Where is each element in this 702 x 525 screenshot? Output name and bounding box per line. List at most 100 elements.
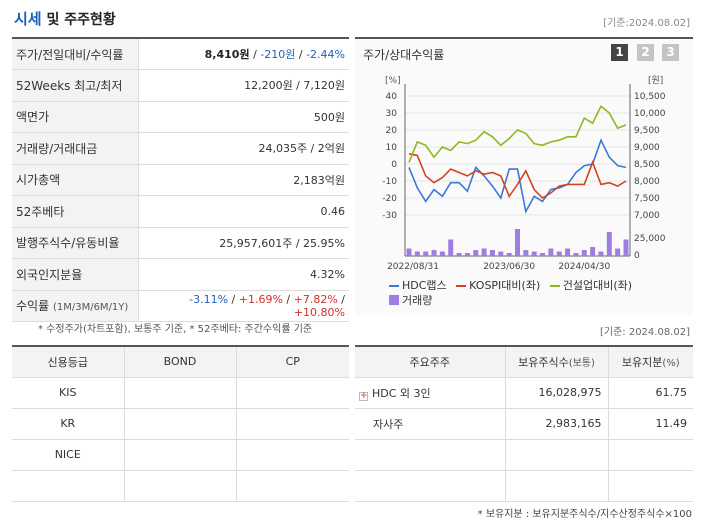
left-tick-label: -20 (382, 194, 397, 204)
right-tick-label: 8,000 (634, 177, 660, 187)
stat-label: 거래량/거래대금 (12, 132, 139, 164)
holder-header-ratio: 보유지분(%) (608, 346, 693, 378)
stat-row-beta: 52주베타 0.46 (12, 195, 349, 227)
left-tick-label: 30 (386, 109, 398, 119)
credit-bond (124, 377, 237, 409)
credit-cp (236, 470, 349, 502)
series-line (408, 153, 627, 200)
volume-bar (556, 251, 562, 256)
base-date: [기준:2024.08.02] (603, 18, 690, 29)
credit-bond (124, 470, 237, 502)
stat-value: 2,183억원 (293, 173, 345, 187)
stat-row-52w: 52Weeks 최고/최저 12,200원 / 7,120원 (12, 69, 349, 101)
volume-bar (473, 250, 479, 256)
volume-bar (406, 248, 412, 256)
section-title: 시세 및 주주현황 (14, 10, 116, 28)
stat-value: 24,035주 / 2억원 (258, 142, 345, 156)
return-1m: -3.11% (189, 292, 229, 306)
holder-shares: 2,983,165 (505, 408, 609, 440)
legend-swatch-construction (549, 285, 560, 287)
holder-name (355, 439, 506, 471)
chart-legend: HDC랩스 KOSPI대비(좌) 건설업대비(좌) 거래량 (389, 278, 689, 308)
chart-panel: 주가/상대수익률 1 2 3 [%] [원] 40 30 20 10 0 -10 -20 -30 1… (355, 37, 693, 315)
chart-title: 주가/상대수익률 (363, 48, 445, 62)
table-row: + HDC 외 3인 16,028,975 61.75 (355, 377, 693, 409)
stat-label: 시가총액 (12, 164, 139, 196)
legend-item[interactable]: KOSPI대비(좌) (456, 278, 540, 293)
right-tick-label: 7,500 (634, 194, 660, 204)
series-line (408, 138, 627, 214)
volume-bar (565, 248, 571, 256)
volume-bar (581, 250, 587, 256)
holder-header-name: 주요주주 (355, 346, 506, 378)
volume-bar (523, 250, 529, 256)
stat-value: 0.46 (320, 204, 346, 218)
stat-value: 500원 (313, 110, 345, 124)
holder-name[interactable]: + HDC 외 3인 (355, 377, 506, 409)
chart-page-1-button[interactable]: 1 (611, 44, 628, 61)
volume-bar (439, 251, 445, 256)
stat-value: 8,410원 / -210원 / -2.44% (204, 48, 345, 61)
legend-swatch-hdc (389, 285, 399, 287)
credit-cp (236, 439, 349, 471)
table-row: KR (12, 408, 349, 440)
stat-label: 수익률 (1M/3M/6M/1Y) (12, 290, 139, 322)
right-tick-label: 9,000 (634, 143, 660, 153)
volume-bar (590, 247, 596, 256)
chart-page-3-button[interactable]: 3 (662, 44, 679, 61)
right-axis-unit: [원] (648, 75, 663, 86)
holder-header-shares: 보유주식수(보통) (505, 346, 609, 378)
credit-header: BOND (124, 346, 237, 378)
credit-agency: NICE (12, 439, 125, 471)
volume-bar (481, 248, 487, 256)
holder-ratio: 11.49 (608, 408, 693, 440)
left-tick-label: 20 (386, 126, 398, 136)
volume-tick-label: 0 (634, 251, 640, 261)
volume-bar (598, 251, 604, 256)
volume-bar (573, 253, 579, 256)
expand-icon[interactable]: + (359, 390, 368, 401)
change-value: -210원 (260, 48, 296, 61)
stat-label: 액면가 (12, 101, 139, 133)
credit-rating-table: 신용등급 BOND CP KIS KR NICE (12, 345, 349, 502)
holder-shares (505, 439, 609, 471)
stat-row-mcap: 시가총액 2,183억원 (12, 164, 349, 196)
right-tick-label: 7,000 (634, 211, 660, 221)
volume-bar (448, 239, 454, 256)
price-value: 8,410원 (204, 48, 250, 61)
legend-item[interactable]: HDC랩스 (389, 278, 447, 293)
left-tick-label: -10 (382, 177, 397, 187)
return-3m: +1.69% (238, 292, 283, 306)
right-tick-label: 10,500 (634, 92, 666, 102)
major-shareholders-table: 주요주주 보유주식수(보통) 보유지분(%) + HDC 외 3인 16,028,… (355, 345, 693, 502)
volume-bar (531, 251, 537, 256)
legend-item[interactable]: 건설업대비(좌) (549, 278, 632, 293)
stat-footnote: * 수정주가(차트포함), 보통주 기준, * 52주베타: 주간수익률 기준 (38, 324, 313, 335)
volume-bar (498, 251, 504, 256)
stat-value: 4.32% (310, 267, 345, 281)
volume-bar (606, 232, 612, 256)
chart-page-2-button[interactable]: 2 (637, 44, 654, 61)
stat-label: 52주베타 (12, 195, 139, 227)
right-tick-label: 9,500 (634, 126, 660, 136)
volume-bar (464, 253, 470, 256)
credit-cp (236, 408, 349, 440)
table-row: KIS (12, 377, 349, 409)
left-tick-label: 10 (386, 143, 398, 153)
left-tick-label: 0 (391, 160, 397, 170)
credit-agency: KR (12, 408, 125, 440)
holder-ratio (608, 439, 693, 471)
stat-row-volume: 거래량/거래대금 24,035주 / 2억원 (12, 132, 349, 164)
table-row (355, 470, 693, 502)
change-pct-value: -2.44% (306, 48, 345, 61)
left-tick-label: -30 (382, 211, 397, 221)
holder-name (355, 470, 506, 502)
stat-row-return: 수익률 (1M/3M/6M/1Y) -3.11% / +1.69% / +7.8… (12, 290, 349, 322)
stat-value: 25,957,601주 / 25.95% (219, 236, 345, 250)
volume-bar (548, 248, 554, 256)
legend-item[interactable]: 거래량 (389, 293, 432, 308)
table-row: 자사주 2,983,165 11.49 (355, 408, 693, 440)
table-row (355, 439, 693, 471)
credit-bond (124, 408, 237, 440)
left-tick-label: 40 (386, 92, 398, 102)
